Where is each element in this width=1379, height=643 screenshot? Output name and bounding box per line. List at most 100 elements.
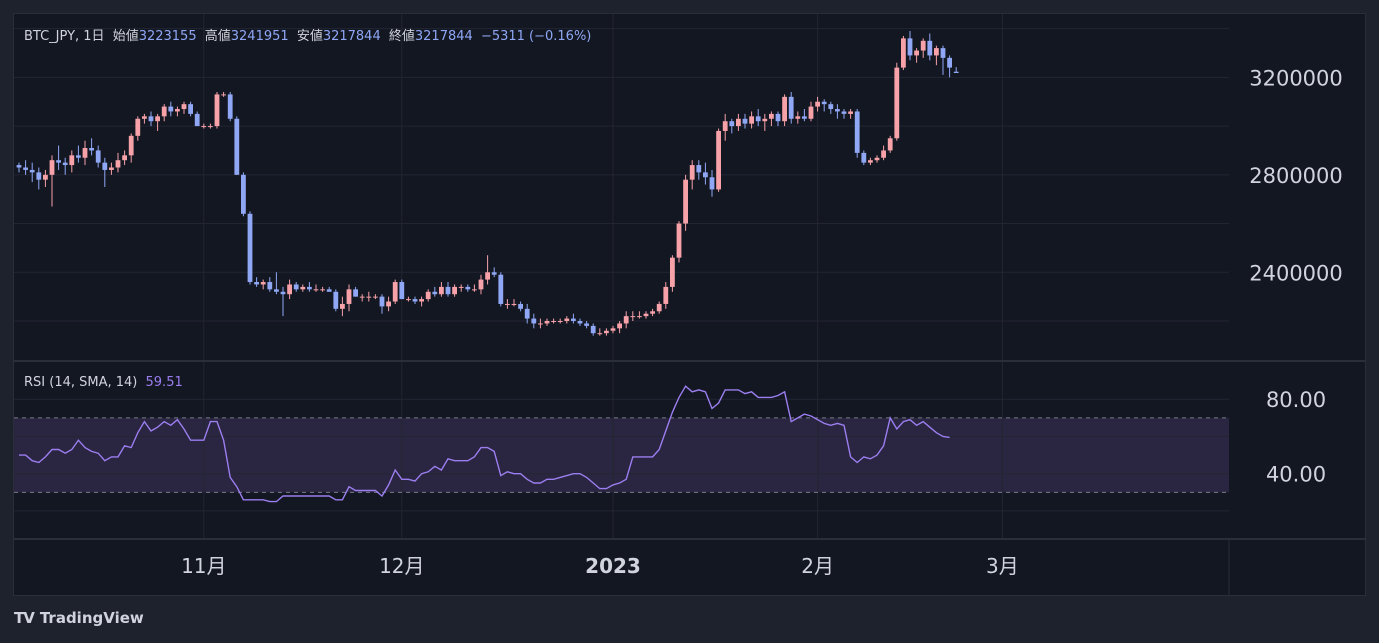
candle-body: [828, 104, 834, 110]
candle-body: [940, 48, 946, 58]
candle-body: [907, 38, 913, 56]
candle-body: [736, 118, 741, 127]
candle-body: [722, 121, 728, 131]
candle-body: [485, 272, 490, 280]
candle-body: [650, 311, 655, 314]
candle-body: [511, 303, 517, 305]
candle-body: [881, 150, 886, 158]
candle-body: [914, 50, 919, 56]
candle-body: [36, 172, 42, 180]
rsi-line: [19, 385, 950, 503]
candle-body: [709, 177, 715, 190]
x-tick-label: 2023: [585, 554, 641, 578]
price-tick-label: 2800000: [1249, 164, 1343, 188]
candle-body: [392, 282, 398, 302]
candle-body: [128, 135, 134, 156]
candle-body: [874, 157, 880, 161]
brand-name: TradingView: [39, 609, 144, 627]
candle-body: [854, 111, 860, 153]
candle-body: [201, 126, 207, 128]
candle-body: [901, 38, 906, 68]
x-tick-label: 3月: [986, 554, 1019, 578]
candle-body: [696, 165, 702, 173]
rsi-tick-label: 80.00: [1266, 388, 1326, 412]
candle-body: [623, 316, 629, 324]
candle-body: [234, 118, 240, 175]
candle-body: [782, 96, 787, 122]
candle-body: [16, 165, 22, 168]
legend-symbol: BTC_JPY, 1日: [24, 29, 105, 44]
tradingview-brand[interactable]: TV TradingView: [14, 609, 144, 627]
candle-body: [676, 223, 682, 258]
candle-body: [518, 303, 523, 309]
candle-body: [340, 303, 345, 309]
candle-body: [491, 272, 497, 275]
candle-body: [762, 118, 768, 122]
candle-body: [815, 101, 820, 107]
candle-body: [729, 121, 735, 127]
price-legend: BTC_JPY, 1日 始値3223155 高値3241951 安値321784…: [24, 25, 595, 44]
candle-body: [161, 106, 167, 117]
candle-body: [300, 286, 306, 290]
candle-body: [868, 160, 873, 163]
candle-body: [399, 282, 405, 300]
candle-body: [247, 213, 253, 283]
legend-change: −5311 (−0.16%): [480, 29, 592, 44]
candle-body: [76, 155, 81, 158]
candle-body: [386, 301, 391, 307]
candle-body: [571, 318, 576, 322]
candle-body: [848, 111, 853, 114]
candle-body: [557, 321, 563, 323]
legend-low-label: 安値: [296, 29, 323, 44]
candle-body: [894, 67, 900, 139]
candle-body: [788, 96, 794, 119]
candle-body: [584, 323, 589, 326]
candle-body: [102, 162, 108, 170]
candle-body: [142, 116, 147, 119]
candle-body: [432, 291, 438, 295]
candle-body: [267, 282, 273, 290]
candle-body: [95, 150, 101, 163]
candle-body: [802, 116, 807, 119]
x-tick-label: 12月: [379, 554, 424, 578]
candle-body: [293, 284, 299, 290]
chart-canvas[interactable]: 11月 12月 2023 2月 3月 2400000 2800000 3200000 40.00…: [14, 14, 1365, 595]
candle-body: [610, 328, 616, 331]
candle-body: [755, 116, 761, 122]
candle-body: [472, 289, 477, 291]
candle-body: [379, 296, 385, 307]
candle-body: [544, 321, 550, 324]
candle-body: [590, 325, 596, 334]
candle-body: [208, 126, 213, 128]
candle-body: [274, 289, 279, 292]
candle-body: [43, 174, 48, 180]
candle-body: [122, 155, 127, 161]
candle-body: [425, 291, 431, 300]
candle-body: [769, 113, 774, 119]
candle-body: [326, 289, 332, 292]
rsi-band: [14, 417, 1229, 493]
price-tick-label: 2400000: [1249, 261, 1343, 285]
chart-frame[interactable]: 11月 12月 2023 2月 3月 2400000 2800000 3200000 40.00…: [13, 13, 1366, 596]
legend-high-value: 3241951: [230, 29, 289, 44]
candle-body: [333, 291, 339, 309]
candle-body: [221, 94, 226, 96]
candle-body: [835, 109, 840, 112]
candle-body: [795, 116, 801, 119]
candle-body: [670, 257, 675, 287]
legend-close-value: 3217844: [414, 29, 473, 44]
candle-body: [168, 106, 174, 112]
candle-body: [412, 299, 418, 302]
candle-body: [927, 40, 933, 56]
candle-body: [69, 155, 75, 166]
candle-body: [260, 282, 266, 285]
legend-low-value: 3217844: [322, 29, 381, 44]
candle-body: [49, 160, 55, 175]
candle-body: [703, 172, 708, 178]
candle-body: [538, 323, 543, 325]
candle-body: [841, 111, 847, 114]
legend-open-label: 始値: [112, 29, 139, 44]
candle-body: [181, 104, 187, 110]
candle-body: [280, 291, 286, 295]
candle-body: [175, 109, 180, 112]
